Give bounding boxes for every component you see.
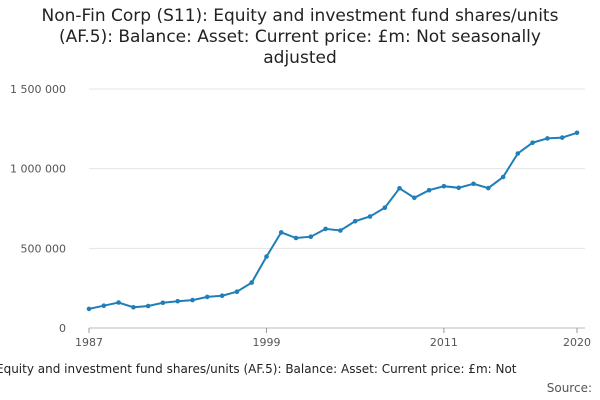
data-point <box>530 140 535 145</box>
gridlines <box>89 88 585 249</box>
data-point <box>500 174 506 180</box>
data-point <box>426 187 432 193</box>
x-tick-label: 1987 <box>75 336 103 349</box>
data-point <box>145 303 151 309</box>
data-point <box>131 305 136 310</box>
data-point <box>234 289 240 295</box>
data-point <box>278 230 284 235</box>
x-axis-ticks: 1987 1999 2011 2020 <box>75 328 591 349</box>
chart-title: Non-Fin Corp (S11): Equity and investmen… <box>41 6 559 68</box>
data-point <box>219 293 225 299</box>
legend-entry: Equity and investment fund shares/units … <box>0 362 517 376</box>
data-point <box>367 214 373 219</box>
data-point <box>264 254 269 259</box>
y-tick-label: 1 000 000 <box>10 163 66 176</box>
data-point <box>545 136 550 141</box>
data-point <box>382 205 388 210</box>
data-point <box>397 186 402 191</box>
data-point <box>338 228 343 233</box>
data-point <box>249 280 254 285</box>
data-points <box>86 130 580 312</box>
data-point <box>323 226 328 232</box>
x-tick-label: 2011 <box>430 336 458 349</box>
data-point <box>456 185 462 191</box>
x-tick-label: 1999 <box>252 336 280 349</box>
data-point <box>559 135 565 140</box>
data-point <box>205 294 210 300</box>
data-point <box>175 298 180 304</box>
data-point <box>160 300 166 306</box>
data-point <box>486 185 491 191</box>
data-point <box>116 300 121 305</box>
data-point <box>441 183 447 189</box>
data-point <box>308 234 314 239</box>
data-point <box>574 130 580 136</box>
data-point <box>293 235 299 241</box>
data-point <box>412 195 417 201</box>
data-point <box>515 151 521 156</box>
y-tick-label: 0 <box>59 322 66 335</box>
data-point <box>471 181 476 187</box>
y-tick-label: 1 500 000 <box>10 83 66 96</box>
data-point <box>86 306 92 312</box>
data-point <box>190 297 195 303</box>
y-axis-ticks: 0 500 000 1 000 000 1 500 000 <box>10 83 66 335</box>
data-point <box>101 303 107 309</box>
y-tick-label: 500 000 <box>21 242 67 255</box>
data-point <box>352 218 358 224</box>
source-label: Source: <box>546 381 592 395</box>
x-tick-label: 2020 <box>563 336 591 349</box>
series-line <box>88 131 578 310</box>
